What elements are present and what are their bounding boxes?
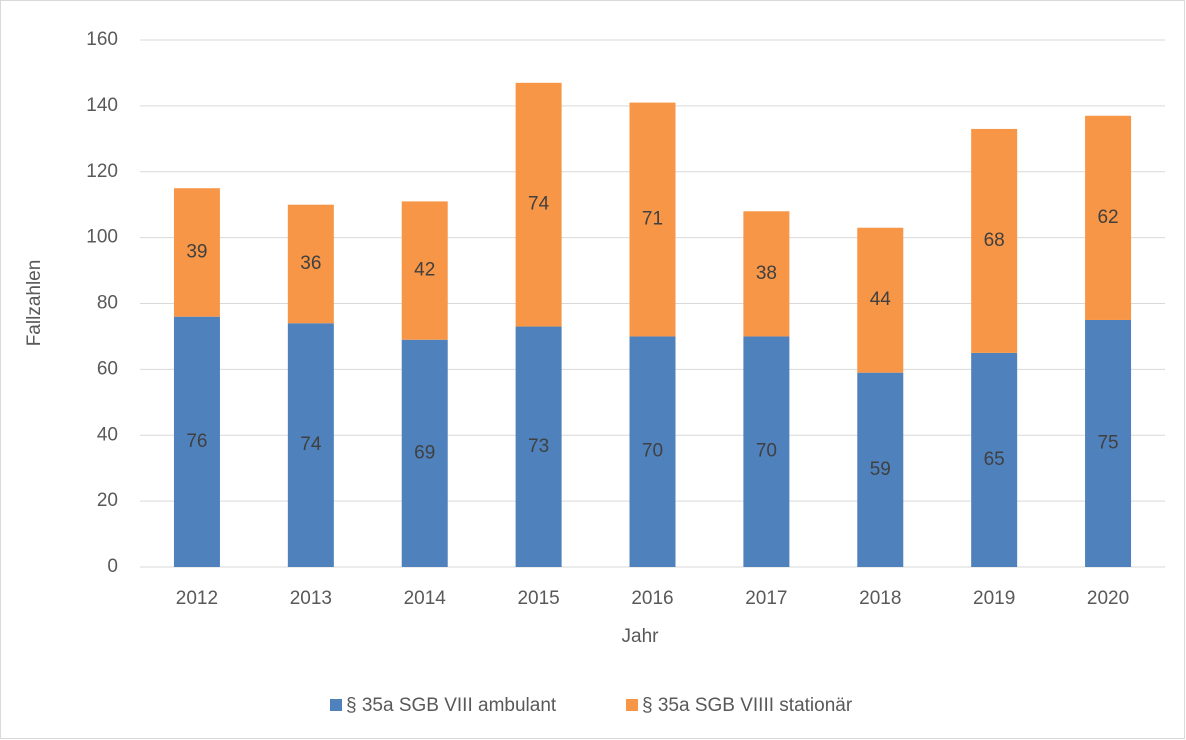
bar-segment — [401, 339, 448, 567]
data-label: 74 — [300, 434, 322, 455]
legend-swatch — [330, 699, 342, 711]
data-label: 44 — [870, 289, 892, 310]
bar-segment — [1085, 319, 1132, 567]
data-label: 36 — [300, 253, 321, 274]
data-label: 42 — [414, 260, 435, 281]
y-axis-title: Fallzahlen — [24, 260, 45, 347]
bar-segment — [629, 102, 676, 337]
bar-segment — [971, 352, 1018, 567]
data-label: 68 — [984, 230, 1005, 251]
x-tick-label: 2016 — [631, 588, 673, 609]
data-label: 74 — [528, 194, 550, 215]
data-label: 38 — [756, 263, 777, 284]
bar-segment — [401, 201, 448, 340]
x-tick-label: 2020 — [1087, 588, 1129, 609]
bar-segment — [515, 82, 562, 327]
x-tick-label: 2013 — [290, 588, 332, 609]
data-label: 62 — [1097, 207, 1118, 228]
legend-label: § 35a SGB VIIII stationär — [642, 695, 853, 716]
x-tick-label: 2017 — [745, 588, 787, 609]
y-tick-label: 40 — [97, 424, 118, 445]
bar-segment — [173, 188, 220, 317]
bar-segment — [515, 326, 562, 567]
y-tick-label: 0 — [107, 556, 118, 577]
data-label: 65 — [984, 449, 1005, 470]
bar-segment — [173, 316, 220, 567]
bar-segment — [287, 204, 334, 324]
data-label: 59 — [870, 459, 891, 480]
x-tick-label: 2012 — [176, 588, 218, 609]
data-label: 69 — [414, 442, 435, 463]
y-tick-label: 160 — [86, 29, 118, 50]
bar-segment — [971, 128, 1018, 353]
bar-segment — [1085, 115, 1132, 320]
y-tick-label: 80 — [97, 293, 118, 314]
x-axis-title: Jahr — [622, 626, 660, 647]
y-tick-label: 140 — [86, 95, 118, 116]
x-tick-label: 2014 — [404, 588, 447, 609]
data-label: 70 — [642, 441, 663, 462]
y-tick-label: 100 — [86, 227, 118, 248]
y-tick-label: 60 — [97, 358, 118, 379]
data-label: 76 — [186, 431, 207, 452]
bar-segment — [857, 227, 904, 373]
legend-label: § 35a SGB VIII ambulant — [346, 695, 557, 716]
data-label: 70 — [756, 441, 777, 462]
data-label: 75 — [1097, 433, 1118, 454]
bar-segment — [743, 211, 790, 337]
x-tick-label: 2019 — [973, 588, 1015, 609]
y-tick-label: 120 — [86, 161, 118, 182]
bar-segment — [629, 336, 676, 567]
legend-swatch — [626, 699, 638, 711]
x-tick-label: 2018 — [859, 588, 901, 609]
data-label: 39 — [186, 241, 207, 262]
data-label: 73 — [528, 436, 549, 457]
x-tick-label: 2015 — [517, 588, 559, 609]
bar-segment — [287, 323, 334, 567]
bar-segment — [743, 336, 790, 567]
bar-segment — [857, 372, 904, 567]
data-label: 71 — [642, 209, 663, 230]
y-tick-label: 20 — [97, 490, 118, 511]
